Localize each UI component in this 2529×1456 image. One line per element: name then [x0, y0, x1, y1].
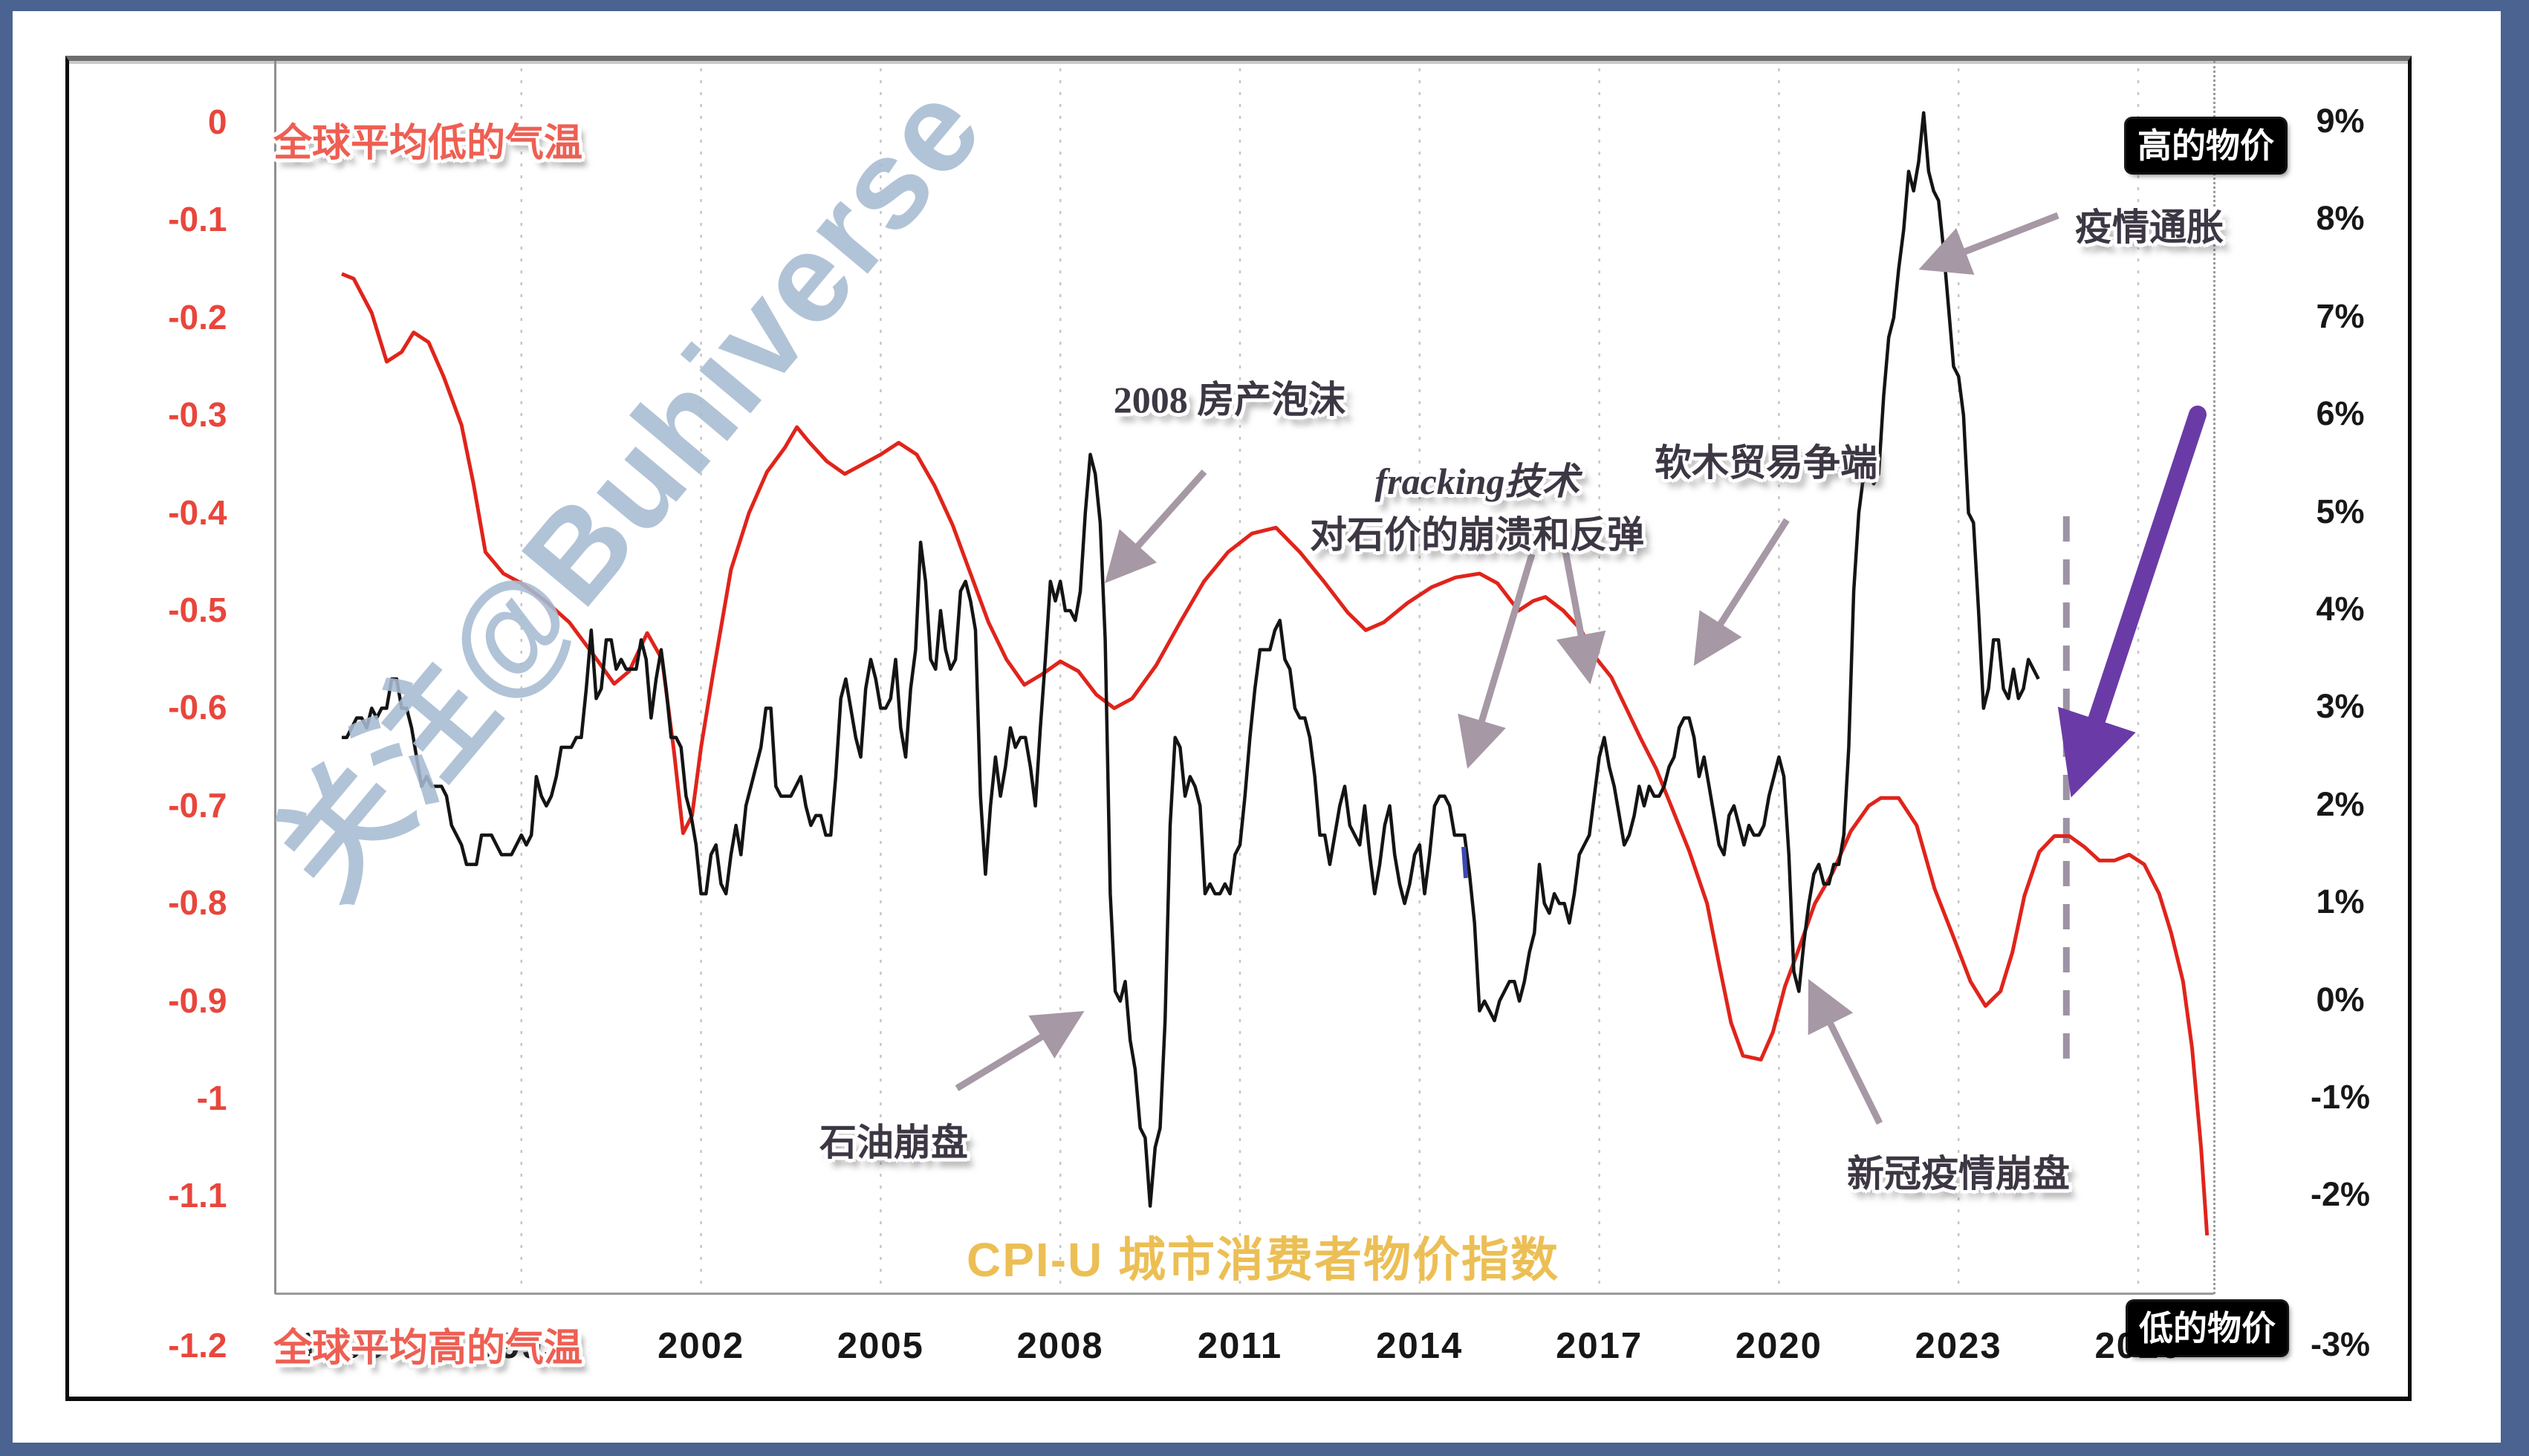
left-axis-bottom-label: 全球平均高的气温 — [273, 1327, 583, 1370]
housing-bubble-annotation: 2008 房产泡沫 — [1113, 379, 1346, 420]
left-tick-label: -0.3 — [168, 395, 227, 435]
left-tick-label: -1.2 — [168, 1326, 227, 1365]
right-tick-label: -2% — [2310, 1175, 2371, 1214]
plot-bottom-axis-line — [275, 1293, 2214, 1295]
low-prices-badge: 低的物价 — [2128, 1301, 2287, 1355]
right-tick-label: 1% — [2316, 883, 2365, 921]
right-tick-label: 0% — [2316, 980, 2365, 1018]
oil-crash-annotation: 石油崩盘 — [819, 1122, 968, 1163]
left-tick-label: -0.7 — [168, 785, 227, 825]
fracking-annotation-line1: fracking技术 — [1374, 461, 1580, 502]
x-tick-label: 1996 — [298, 1326, 386, 1366]
x-tick-label: 2011 — [1197, 1326, 1283, 1366]
softwood-dispute-annotation: 软木贸易争端 — [1655, 442, 1877, 484]
right-tick-label: 2% — [2316, 784, 2365, 823]
x-tick-label: 2014 — [1376, 1326, 1464, 1366]
left-tick-label: -0.8 — [168, 883, 227, 923]
left-tick-label: -1 — [196, 1079, 227, 1117]
plot-left-axis-line — [274, 61, 276, 1294]
left-tick-label: -0.2 — [168, 297, 227, 337]
chart-title: CPI-U 城市消费者物价指数 — [967, 1233, 1559, 1287]
left-tick-label: -0.4 — [168, 493, 227, 532]
right-tick-label: 7% — [2316, 296, 2365, 335]
left-axis-top-label: 全球平均低的气温 — [273, 122, 583, 165]
left-tick-label: -0.9 — [168, 981, 227, 1020]
x-tick-label: 2017 — [1556, 1326, 1643, 1366]
covid-crash-annotation: 新冠疫情崩盘 — [1847, 1153, 2070, 1195]
x-tick-label: 2002 — [658, 1326, 745, 1366]
fracking-annotation-line2: 对石价的崩溃和反弹 — [1310, 514, 1644, 556]
x-tick-label: 2023 — [1915, 1326, 2002, 1366]
right-tick-label: 6% — [2316, 394, 2365, 433]
x-tick-label: 1999 — [478, 1326, 565, 1366]
chart-frame — [65, 56, 2412, 1401]
left-tick-label: -0.1 — [168, 200, 227, 239]
left-tick-label: -1.1 — [168, 1176, 227, 1215]
right-tick-label: 3% — [2316, 687, 2365, 726]
right-tick-label: -3% — [2310, 1325, 2371, 1363]
left-tick-label: -0.6 — [168, 688, 227, 727]
right-tick-label: 8% — [2316, 199, 2365, 238]
fracking-annotation: fracking技术 对石价的崩溃和反弹 — [1306, 455, 1648, 562]
x-tick-label: 2020 — [1735, 1326, 1822, 1366]
right-tick-label: 4% — [2316, 590, 2365, 628]
right-tick-label: 9% — [2316, 102, 2365, 140]
left-tick-label: 0 — [207, 103, 227, 141]
high-prices-badge: 高的物价 — [2126, 119, 2285, 172]
x-tick-label: 2008 — [1016, 1326, 1104, 1366]
pandemic-inflation-annotation: 疫情通胀 — [2075, 207, 2224, 248]
left-tick-label: -0.5 — [168, 591, 227, 629]
right-tick-label: -1% — [2310, 1078, 2371, 1116]
plot-right-axis-line — [2213, 61, 2215, 1294]
right-tick-label: 5% — [2316, 492, 2365, 530]
x-tick-label: 2005 — [837, 1326, 924, 1366]
